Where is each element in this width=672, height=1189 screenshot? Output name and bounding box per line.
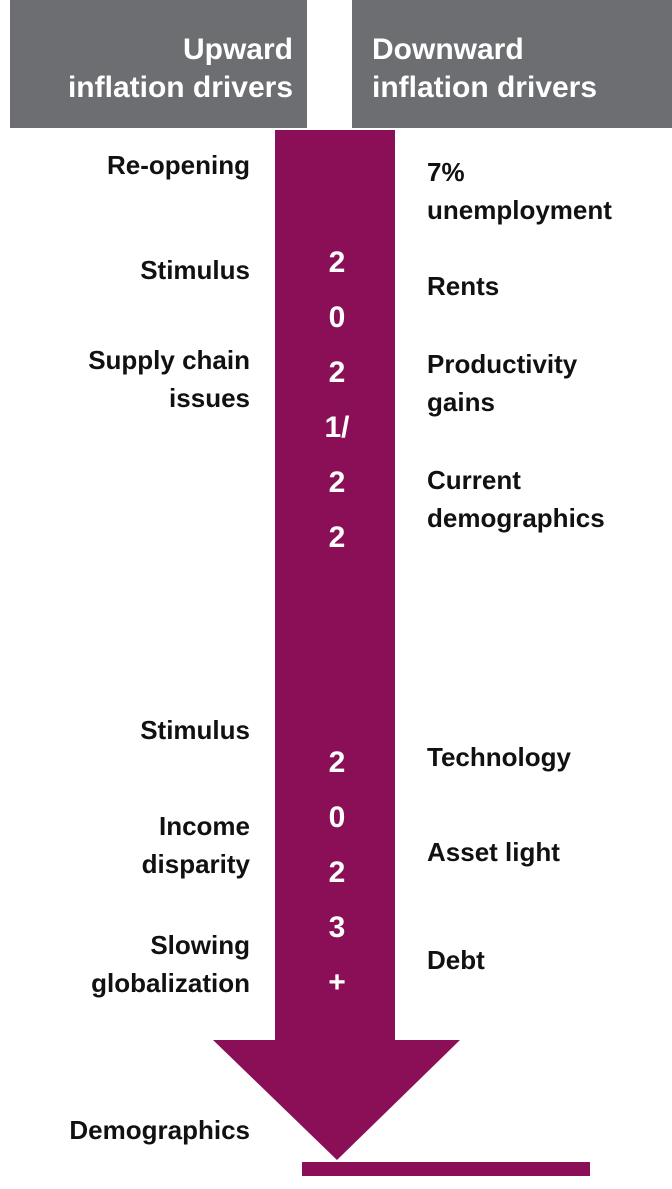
driver-line: Current — [427, 465, 521, 495]
driver-line: issues — [169, 383, 250, 413]
driver-line: Stimulus — [140, 715, 250, 745]
driver: Supply chain issues — [88, 341, 250, 417]
driver: Debt — [427, 941, 485, 979]
driver: Stimulus — [140, 711, 250, 749]
driver-line: Income — [158, 811, 250, 841]
driver-line: Asset light — [427, 837, 560, 867]
base-bar — [302, 1162, 590, 1176]
downward-header: Downward inflation drivers — [352, 0, 672, 128]
driver-line: globalization — [91, 968, 250, 998]
driver-line: demographics — [427, 503, 605, 533]
driver: Technology — [427, 738, 571, 776]
driver: Rents — [427, 267, 499, 305]
driver: Demographics — [69, 1111, 250, 1149]
driver-line: Rents — [427, 271, 500, 301]
driver-line: gains — [427, 387, 495, 417]
driver-line: 7% — [427, 157, 465, 187]
driver-line: Slowing — [150, 930, 250, 960]
driver-line: Technology — [427, 742, 571, 772]
header-line: inflation drivers — [372, 71, 598, 104]
driver: Re-opening — [107, 146, 250, 184]
driver-line: Supply chain — [88, 345, 250, 375]
driver: Current demographics — [427, 461, 605, 537]
driver-line: Demographics — [69, 1115, 250, 1145]
driver-line: Re-opening — [107, 150, 250, 180]
driver: Asset light — [427, 833, 560, 871]
driver-line: unemployment — [427, 195, 612, 225]
driver-line: disparity — [141, 849, 250, 879]
driver: Productivity gains — [427, 345, 577, 421]
driver: Slowing globalization — [91, 926, 250, 1002]
period-label: 2021/22 — [324, 246, 350, 554]
header-line: Downward — [372, 33, 524, 66]
header-line: inflation drivers — [67, 71, 293, 104]
upward-header: Upward inflation drivers — [10, 0, 307, 128]
timeline-arrow — [213, 130, 460, 1160]
period-label: 2023+ — [328, 746, 346, 999]
driver: 7% unemployment — [427, 153, 612, 229]
driver: Stimulus — [140, 251, 250, 289]
driver-line: Stimulus — [140, 255, 250, 285]
driver: Income disparity — [142, 807, 250, 883]
header-line: Upward — [182, 33, 293, 66]
driver-line: Debt — [427, 945, 485, 975]
driver-line: Productivity — [427, 349, 578, 379]
